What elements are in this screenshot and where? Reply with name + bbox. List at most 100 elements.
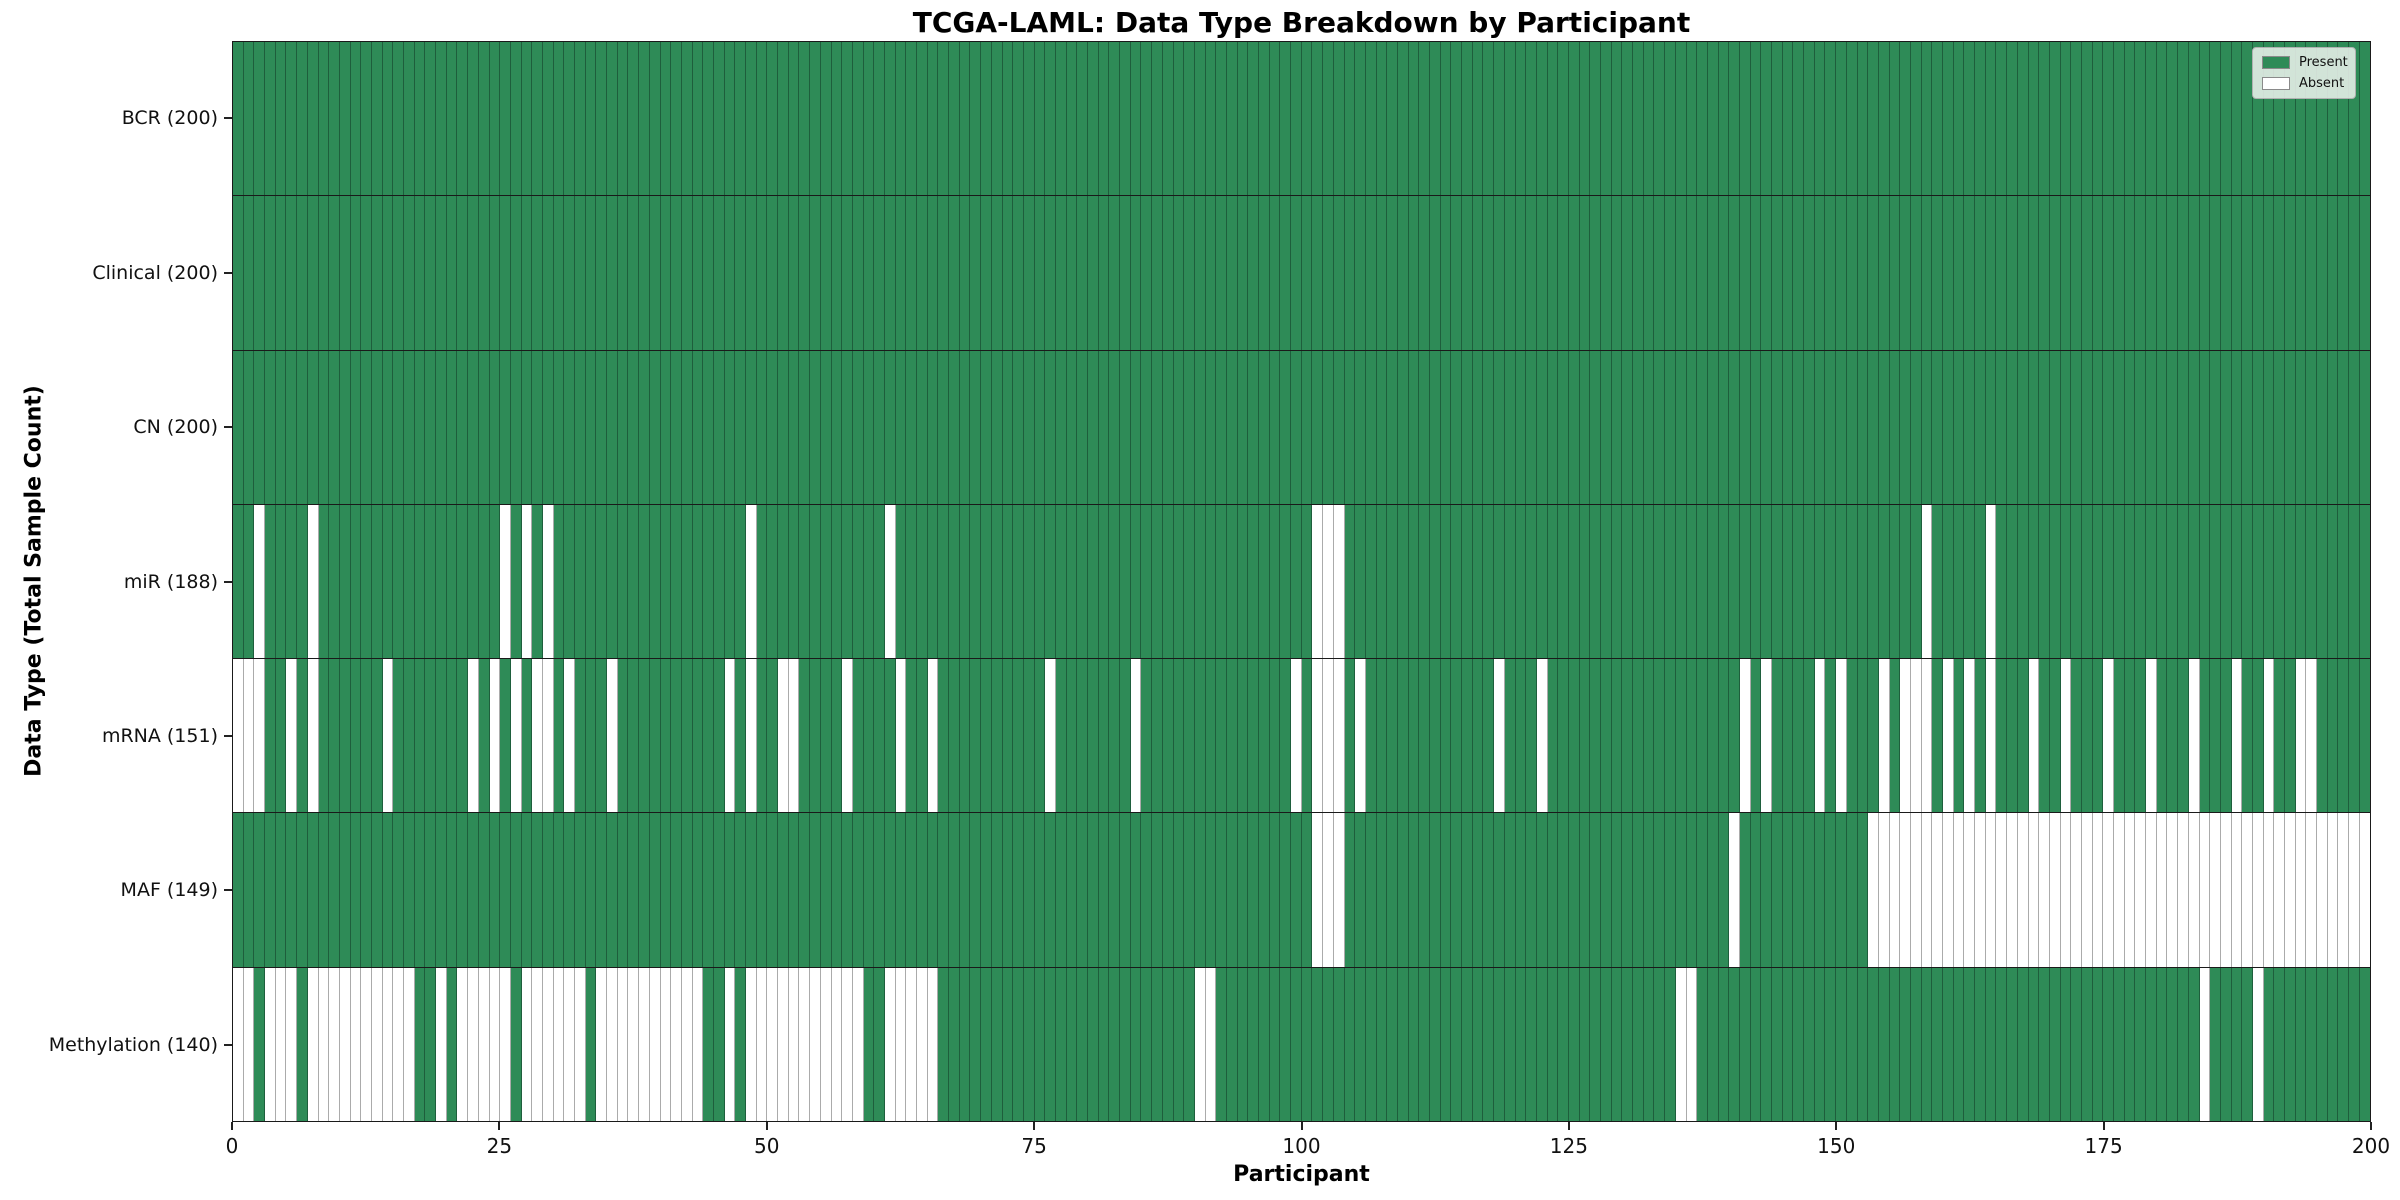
cell [1323,42,1334,196]
cell [2210,659,2221,813]
cell [1045,350,1056,504]
cell [1590,813,1601,967]
cell [1419,196,1430,350]
cell [1194,196,1206,350]
cell [1323,813,1334,967]
cell [1729,659,1740,813]
cell [1772,42,1783,196]
cell [1996,42,2008,196]
cell [628,659,640,813]
cell [1707,967,1719,1121]
cell [489,659,501,813]
cell [2156,813,2168,967]
cell [2007,813,2018,967]
cell [1665,813,1676,967]
cell [339,504,351,659]
cell [350,42,362,196]
cell [842,504,853,659]
x-tick-mark [765,1122,768,1130]
cell [1686,967,1698,1121]
cell [1793,967,1805,1121]
cell [692,813,704,967]
cell [1515,659,1527,813]
cell [1440,196,1452,350]
x-tick-mark [2370,1122,2372,1130]
cell [1269,813,1281,967]
cell [1675,504,1687,659]
cell [681,196,693,350]
cell [746,967,757,1121]
cell [1120,504,1131,659]
cell [2295,350,2307,504]
cell [1686,196,1698,350]
cell [1504,42,1516,196]
cell [1162,196,1174,350]
cell [959,813,971,967]
cell [1023,504,1035,659]
cell [2007,659,2018,813]
cell [927,350,939,504]
cell [981,813,992,967]
cell [1077,967,1088,1121]
cell [404,967,415,1121]
cell [1162,659,1174,813]
cell [2242,504,2253,659]
cell [1440,504,1452,659]
x-tick-label: 125 [1549,1134,1588,1158]
cell [2049,967,2061,1121]
cell [981,196,992,350]
cell [564,967,575,1121]
cell [2231,813,2243,967]
cell [1483,196,1495,350]
cell [1130,504,1142,659]
cell [2285,350,2296,504]
cell [2081,196,2093,350]
cell [1291,504,1302,659]
cell [2060,42,2072,196]
cell [1162,504,1174,659]
cell [1825,967,1837,1121]
cell [852,196,864,350]
cell [1045,504,1056,659]
cell [2167,659,2179,813]
cell [1494,659,1505,813]
cell [1130,350,1142,504]
cell [1333,42,1345,196]
cell [446,813,458,967]
cell [1601,659,1612,813]
cell [938,42,950,196]
cell [1088,967,1099,1121]
cell [275,196,287,350]
cell [1376,659,1388,813]
cell [1205,196,1217,350]
cell [1013,196,1024,350]
cell [318,813,330,967]
cell [1194,350,1206,504]
cell [724,504,736,659]
cell [414,659,426,813]
y-tick-mark [224,1043,232,1046]
cell [1654,350,1666,504]
cell [1462,659,1473,813]
cell [1964,504,1976,659]
cell [1878,196,1890,350]
cell [1825,504,1837,659]
cell [1248,813,1259,967]
cell [1910,42,1922,196]
cell [1633,42,1644,196]
cell [2199,196,2211,350]
cell [1430,196,1441,350]
cell [297,967,308,1121]
cell [1291,813,1302,967]
cell [393,967,404,1121]
cell [2167,350,2179,504]
cell [746,813,757,967]
cell [1643,196,1655,350]
cell [2103,42,2114,196]
cell [1975,504,1986,659]
cell [1836,196,1847,350]
cell [2295,196,2307,350]
cell [2071,42,2082,196]
cell [1387,504,1398,659]
